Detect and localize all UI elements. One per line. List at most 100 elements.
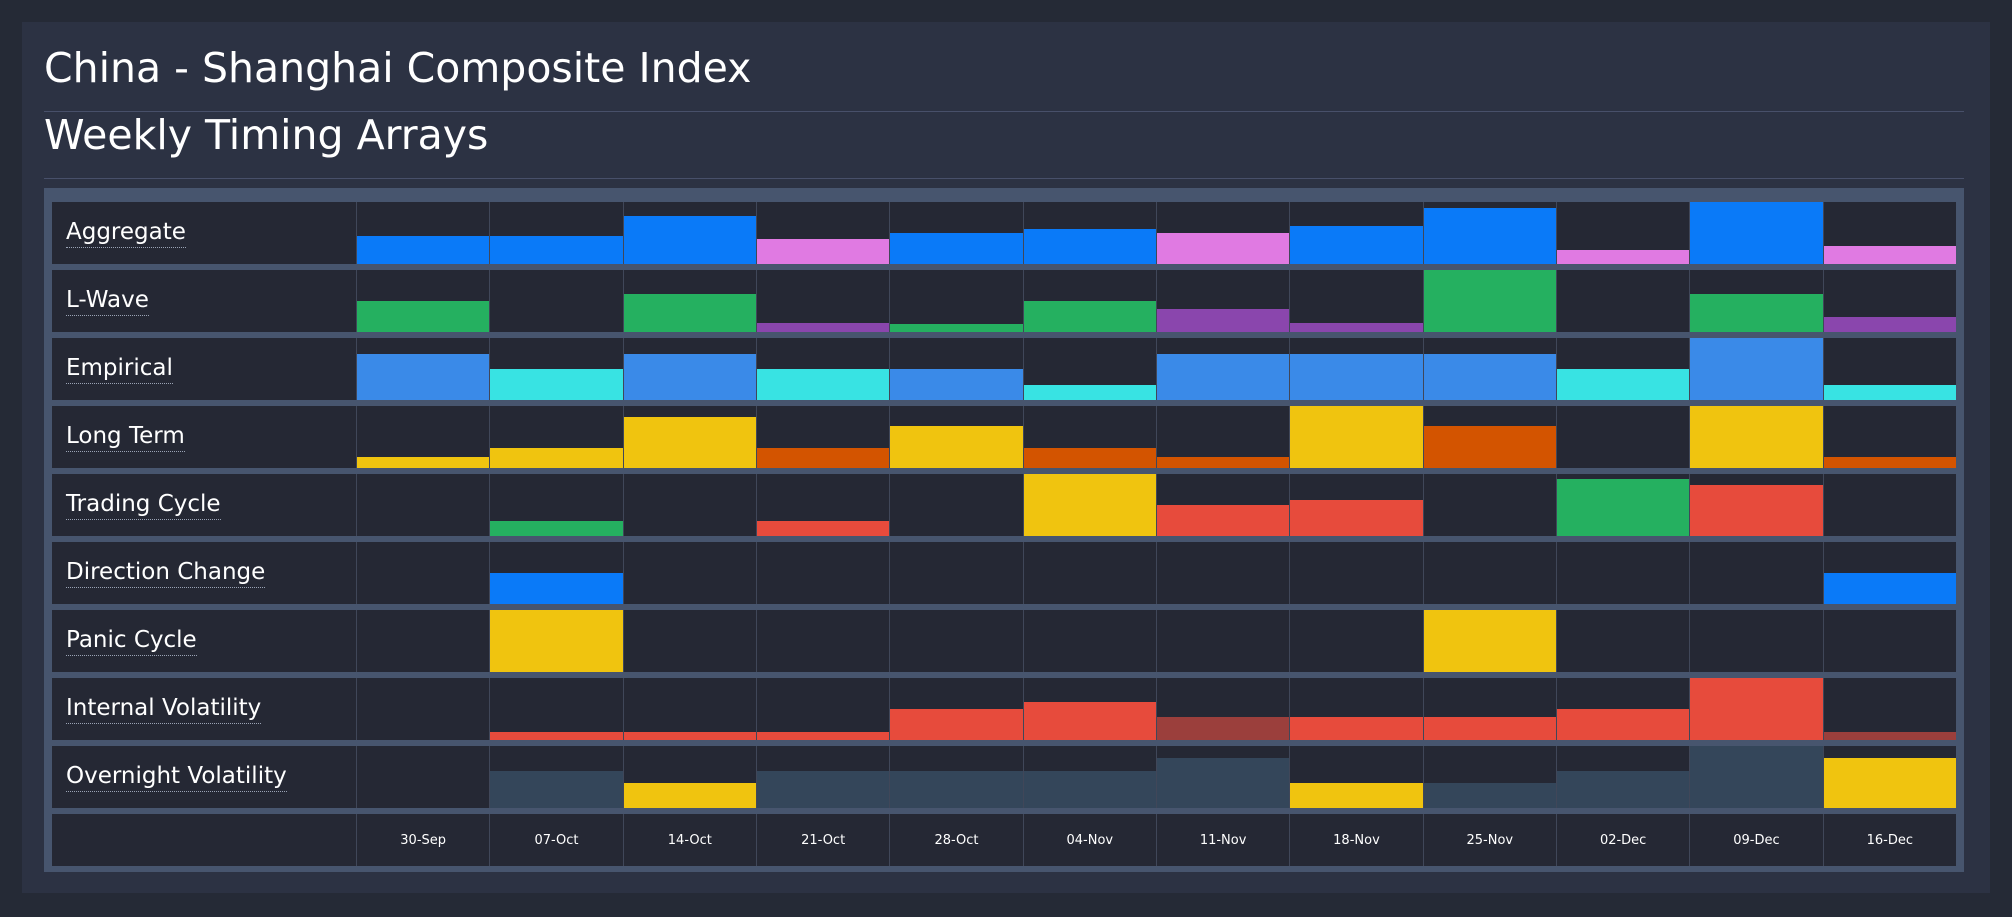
row-aggregate: Aggregate [52, 202, 1956, 264]
bar-l-wave-25-nov [1423, 270, 1556, 332]
cell-direction-change-14-oct [622, 542, 756, 604]
cell-internal-volatility-18-nov [1289, 678, 1423, 740]
cell-overnight-volatility-09-dec [1689, 746, 1823, 808]
cell-direction-change-11-nov [1155, 542, 1289, 604]
cell-aggregate-18-nov [1289, 202, 1423, 264]
cell-aggregate-28-oct [889, 202, 1023, 264]
row-label-long-term[interactable]: Long Term [66, 423, 185, 452]
row-label-aggregate[interactable]: Aggregate [66, 219, 186, 248]
cell-trading-cycle-28-oct [889, 474, 1022, 536]
row-cells [356, 406, 1956, 468]
bar-long-term-11-nov [1156, 457, 1290, 468]
cell-overnight-volatility-21-oct [755, 746, 890, 808]
axis-cell: 18-Nov [1289, 814, 1422, 866]
cell-empirical-18-nov [1289, 338, 1423, 400]
row-cells [356, 678, 1956, 740]
bar-overnight-volatility-07-oct [490, 770, 623, 808]
cell-direction-change-28-oct [889, 542, 1022, 604]
cell-internal-volatility-02-dec [1555, 678, 1690, 740]
bar-trading-cycle-18-nov [1290, 500, 1423, 536]
bar-empirical-25-nov [1423, 353, 1556, 400]
x-tick-label: 28-Oct [934, 832, 979, 848]
bar-aggregate-07-oct [490, 236, 623, 264]
row-label-cell: Internal Volatility [52, 678, 356, 740]
axis-cell: 25-Nov [1422, 814, 1556, 866]
cell-overnight-volatility-25-nov [1422, 746, 1556, 808]
axis-cell: 16-Dec [1822, 814, 1956, 866]
cell-direction-change-04-nov [1022, 542, 1156, 604]
bar-overnight-volatility-16-dec [1823, 758, 1956, 808]
row-label-direction-change[interactable]: Direction Change [66, 559, 266, 588]
row-empirical: Empirical [52, 338, 1956, 400]
cell-empirical-21-oct [755, 338, 890, 400]
bar-overnight-volatility-02-dec [1556, 770, 1690, 808]
cell-direction-change-30-sep [356, 542, 489, 604]
row-cells [356, 338, 1956, 400]
cell-internal-volatility-25-nov [1422, 678, 1556, 740]
cell-direction-change-09-dec [1689, 542, 1822, 604]
bar-empirical-02-dec [1556, 369, 1690, 400]
bar-internal-volatility-09-dec [1690, 678, 1823, 740]
cell-direction-change-21-oct [755, 542, 889, 604]
row-label-cell: Long Term [52, 406, 356, 468]
cell-trading-cycle-16-dec [1822, 474, 1956, 536]
row-label-cell: Overnight Volatility [52, 746, 356, 808]
cell-long-term-14-oct [622, 406, 756, 468]
row-label-trading-cycle[interactable]: Trading Cycle [66, 491, 221, 520]
cell-long-term-18-nov [1289, 406, 1423, 468]
bar-internal-volatility-07-oct [490, 731, 623, 740]
row-label-overnight-volatility[interactable]: Overnight Volatility [66, 763, 287, 792]
cell-direction-change-02-dec [1555, 542, 1689, 604]
cell-l-wave-09-dec [1689, 270, 1823, 332]
bar-aggregate-16-dec [1823, 246, 1956, 264]
cell-long-term-21-oct [755, 406, 890, 468]
cell-trading-cycle-21-oct [755, 474, 890, 536]
cell-trading-cycle-25-nov [1422, 474, 1556, 536]
bar-long-term-18-nov [1290, 406, 1423, 468]
bar-aggregate-21-oct [756, 239, 890, 264]
bar-l-wave-14-oct [623, 293, 756, 332]
row-cells [356, 270, 1956, 332]
cell-aggregate-11-nov [1155, 202, 1290, 264]
bar-overnight-volatility-28-oct [890, 770, 1023, 808]
x-tick-label: 02-Dec [1599, 832, 1647, 848]
row-long-term: Long Term [52, 406, 1956, 468]
x-tick-label: 09-Dec [1733, 832, 1780, 848]
cell-panic-cycle-16-dec [1822, 610, 1956, 672]
bar-l-wave-04-nov [1023, 301, 1156, 332]
bar-direction-change-16-dec [1823, 573, 1956, 604]
bar-aggregate-30-sep [357, 236, 490, 264]
cell-l-wave-02-dec [1555, 270, 1689, 332]
bar-l-wave-28-oct [890, 323, 1023, 332]
row-label-l-wave[interactable]: L-Wave [66, 287, 149, 316]
cell-internal-volatility-07-oct [489, 678, 623, 740]
cell-internal-volatility-21-oct [755, 678, 890, 740]
cell-direction-change-16-dec [1822, 542, 1956, 604]
bar-long-term-16-dec [1823, 457, 1956, 468]
cell-panic-cycle-02-dec [1555, 610, 1689, 672]
bar-long-term-04-nov [1023, 447, 1156, 468]
axis-cell: 11-Nov [1155, 814, 1289, 866]
row-internal-volatility: Internal Volatility [52, 678, 1956, 740]
subtitle-divider [44, 178, 1964, 179]
cell-empirical-11-nov [1155, 338, 1290, 400]
bar-empirical-28-oct [890, 369, 1023, 400]
bar-overnight-volatility-11-nov [1156, 758, 1290, 808]
axis-cell: 21-Oct [755, 814, 889, 866]
cell-trading-cycle-14-oct [622, 474, 756, 536]
axis-corner-cell [52, 814, 356, 866]
bar-aggregate-14-oct [623, 215, 756, 264]
cell-long-term-25-nov [1422, 406, 1556, 468]
x-tick-label: 14-Oct [667, 832, 712, 848]
row-label-panic-cycle[interactable]: Panic Cycle [66, 627, 197, 656]
bar-trading-cycle-07-oct [490, 520, 623, 536]
cell-empirical-14-oct [622, 338, 756, 400]
bar-empirical-14-oct [623, 353, 756, 400]
bar-long-term-14-oct [623, 416, 756, 468]
row-label-empirical[interactable]: Empirical [66, 355, 173, 384]
axis-cell: 04-Nov [1022, 814, 1156, 866]
x-tick-label: 04-Nov [1066, 832, 1114, 848]
bar-internal-volatility-18-nov [1290, 717, 1423, 740]
row-label-internal-volatility[interactable]: Internal Volatility [66, 695, 262, 724]
cell-long-term-02-dec [1555, 406, 1689, 468]
